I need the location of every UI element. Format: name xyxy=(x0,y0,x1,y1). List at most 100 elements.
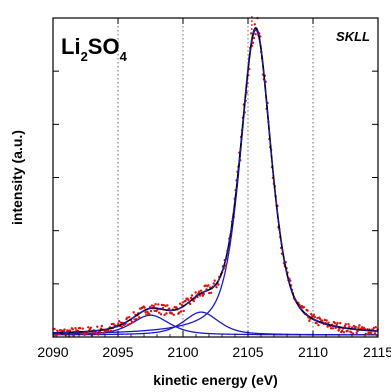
data-point xyxy=(308,319,311,323)
data-point xyxy=(325,319,328,322)
x-tick-label: 2110 xyxy=(298,344,328,360)
data-point xyxy=(213,279,216,282)
data-point xyxy=(120,325,124,328)
data-point xyxy=(152,304,155,308)
data-point xyxy=(372,326,376,330)
data-point xyxy=(112,322,115,326)
data-point xyxy=(208,291,211,295)
data-point xyxy=(253,23,256,26)
data-point xyxy=(68,329,72,332)
data-point xyxy=(319,317,322,321)
data-point xyxy=(327,321,330,324)
x-tick-labels: 2090 2095 2100 2105 2110 2115 xyxy=(37,344,391,360)
y-axis-title: intensity (a.u.) xyxy=(9,130,25,225)
data-point xyxy=(340,329,344,333)
measured-data-points xyxy=(52,16,379,338)
data-point xyxy=(128,322,132,326)
data-point xyxy=(316,316,319,320)
data-point xyxy=(158,311,161,314)
data-point xyxy=(144,311,147,314)
data-point xyxy=(97,333,100,336)
data-point xyxy=(80,332,84,335)
data-point xyxy=(166,304,169,307)
data-point xyxy=(313,315,317,319)
data-point xyxy=(330,327,333,330)
data-point xyxy=(157,303,160,306)
data-point xyxy=(357,326,360,329)
data-point xyxy=(373,332,377,335)
axis-ticks xyxy=(52,17,379,338)
data-point xyxy=(96,325,99,328)
data-point xyxy=(100,324,104,328)
data-point xyxy=(160,303,164,307)
x-tick-label: 2100 xyxy=(167,344,198,360)
x-tick-label: 2090 xyxy=(37,344,68,360)
data-point xyxy=(184,299,187,303)
data-point xyxy=(312,313,316,316)
data-point xyxy=(181,301,185,304)
data-point xyxy=(347,322,350,326)
data-point xyxy=(356,329,359,333)
data-point xyxy=(331,327,335,330)
data-point xyxy=(131,320,135,324)
data-point xyxy=(133,318,136,321)
data-point xyxy=(342,331,346,334)
data-point xyxy=(67,329,70,332)
data-point xyxy=(207,284,210,287)
data-point xyxy=(145,313,148,316)
data-point xyxy=(374,325,377,329)
data-point xyxy=(355,331,358,335)
x-tick-label: 2095 xyxy=(102,344,133,360)
data-point xyxy=(209,291,213,295)
x-tick-label: 2105 xyxy=(232,344,263,360)
data-point xyxy=(127,323,130,326)
data-point xyxy=(249,32,253,35)
data-point xyxy=(178,302,182,305)
data-point xyxy=(189,296,193,300)
data-point xyxy=(164,304,167,308)
data-point xyxy=(323,318,327,322)
data-point xyxy=(55,334,58,337)
data-point xyxy=(172,313,175,316)
data-point xyxy=(190,294,194,297)
data-point xyxy=(81,327,84,330)
data-point xyxy=(119,321,123,324)
data-point xyxy=(175,306,178,309)
data-point xyxy=(117,320,121,323)
sample-label: Li2SO4 xyxy=(61,34,128,64)
data-point xyxy=(107,329,110,332)
data-point xyxy=(350,331,353,334)
data-point xyxy=(204,284,207,287)
data-point xyxy=(168,307,171,310)
data-point xyxy=(217,283,220,286)
data-point xyxy=(110,322,114,326)
data-point xyxy=(137,316,141,319)
sum-dashed-line xyxy=(52,27,378,334)
data-point xyxy=(302,305,306,309)
data-point xyxy=(182,309,185,313)
data-point xyxy=(78,326,82,330)
x-tick-label: 2115 xyxy=(363,344,391,360)
data-point xyxy=(150,304,154,307)
data-point xyxy=(135,317,138,321)
data-point xyxy=(317,324,320,327)
data-point xyxy=(91,331,94,335)
data-point xyxy=(333,321,337,325)
data-point xyxy=(148,312,151,316)
data-point xyxy=(354,325,357,329)
fit-envelope xyxy=(52,26,378,334)
data-point xyxy=(159,313,163,316)
data-point xyxy=(127,315,131,319)
data-point xyxy=(53,327,56,331)
data-point xyxy=(198,290,201,293)
data-point xyxy=(95,332,98,335)
data-point xyxy=(334,326,337,330)
data-point xyxy=(346,329,349,333)
data-point xyxy=(336,321,339,325)
data-point xyxy=(215,286,218,289)
data-point xyxy=(202,292,205,296)
data-point xyxy=(72,334,75,337)
data-point xyxy=(254,32,257,36)
transition-label: SKLL xyxy=(336,29,370,44)
